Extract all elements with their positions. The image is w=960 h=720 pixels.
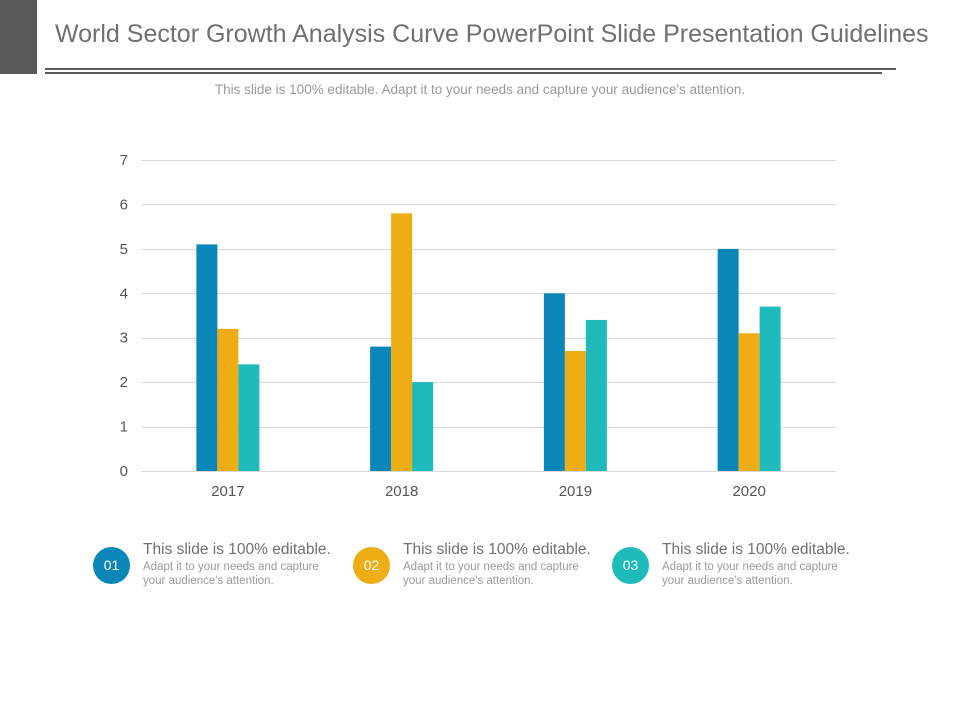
- bar-2018-series-1: [370, 346, 392, 471]
- bar-2018-series-2: [391, 213, 413, 472]
- y-tick-label: 2: [120, 374, 128, 391]
- footer-item-title: This slide is 100% editable.: [143, 541, 331, 558]
- x-tick-label: 2019: [559, 483, 592, 500]
- bar-2019-series-1: [543, 293, 565, 471]
- bar-2020-series-2: [738, 333, 760, 471]
- number-badge: 03: [612, 547, 649, 584]
- number-badge: 01: [93, 547, 130, 584]
- page-subtitle: This slide is 100% editable. Adapt it to…: [214, 82, 746, 97]
- footer-item-description: Adapt it to your needs and capture your …: [403, 561, 579, 587]
- footer-item-description: Adapt it to your needs and capture your …: [662, 561, 838, 587]
- y-tick-label: 1: [120, 419, 128, 436]
- y-tick-label: 5: [120, 241, 128, 258]
- bar-2020-series-1: [717, 248, 739, 471]
- footer-item-title: This slide is 100% editable.: [403, 541, 591, 558]
- bar-2019-series-3: [585, 319, 607, 471]
- x-tick-label: 2020: [732, 483, 765, 500]
- bar-2017-series-3: [238, 364, 260, 471]
- y-tick-label: 3: [120, 330, 128, 347]
- y-tick-label: 7: [120, 152, 128, 169]
- bar-2018-series-3: [412, 382, 434, 471]
- bar-chart: 0 1 2 3 4 5 6 7 2017 2018 2019 2020: [120, 152, 836, 500]
- bar-2017-series-1: [196, 244, 218, 471]
- title-divider-top: [45, 68, 896, 70]
- y-tick-label: 6: [120, 196, 128, 213]
- x-axis-ticks: 2017 2018 2019 2020: [211, 483, 766, 500]
- bars: [196, 213, 781, 472]
- title-accent-block: [0, 0, 37, 74]
- y-axis-ticks: 0 1 2 3 4 5 6 7: [120, 152, 128, 480]
- page-title: World Sector Growth Analysis Curve Power…: [55, 20, 929, 48]
- footer-item-title: This slide is 100% editable.: [662, 541, 850, 558]
- footer-item-description: Adapt it to your needs and capture your …: [143, 561, 319, 587]
- y-tick-label: 0: [120, 463, 128, 480]
- x-tick-label: 2018: [385, 483, 418, 500]
- bar-2017-series-2: [217, 328, 239, 471]
- x-tick-label: 2017: [211, 483, 244, 500]
- y-tick-label: 4: [120, 285, 128, 302]
- bar-2019-series-2: [564, 351, 586, 471]
- bar-2020-series-3: [759, 306, 781, 471]
- title-divider-bottom: [45, 72, 882, 74]
- number-badge: 02: [353, 547, 390, 584]
